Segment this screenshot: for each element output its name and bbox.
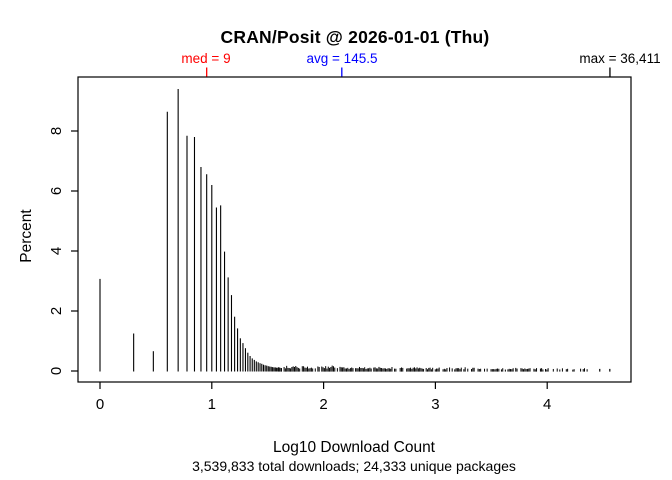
y-tick-label: 2	[48, 307, 65, 315]
x-axis-label: Log10 Download Count	[272, 439, 435, 456]
mean-annotation-label: avg = 145.5	[306, 51, 378, 66]
y-tick-label: 6	[48, 187, 65, 195]
x-tick-label: 0	[96, 396, 104, 413]
y-tick-label: 8	[48, 127, 65, 135]
y-tick-label: 0	[48, 367, 65, 375]
plot-box	[77, 76, 632, 383]
y-tick-label: 4	[48, 247, 65, 255]
x-tick-label: 2	[319, 396, 327, 413]
max-annotation-label: max = 36,411	[579, 51, 661, 66]
y-axis-label: Percent	[18, 209, 35, 263]
median-annotation-label: med = 9	[181, 51, 231, 66]
x-tick-label: 1	[208, 396, 216, 413]
x-tick-label: 3	[431, 396, 439, 413]
chart-title: CRAN/Posit @ 2026-01-01 (Thu)	[220, 27, 490, 47]
totals-caption: 3,539,833 total downloads; 24,333 unique…	[192, 458, 516, 474]
x-tick-label: 4	[543, 396, 551, 413]
